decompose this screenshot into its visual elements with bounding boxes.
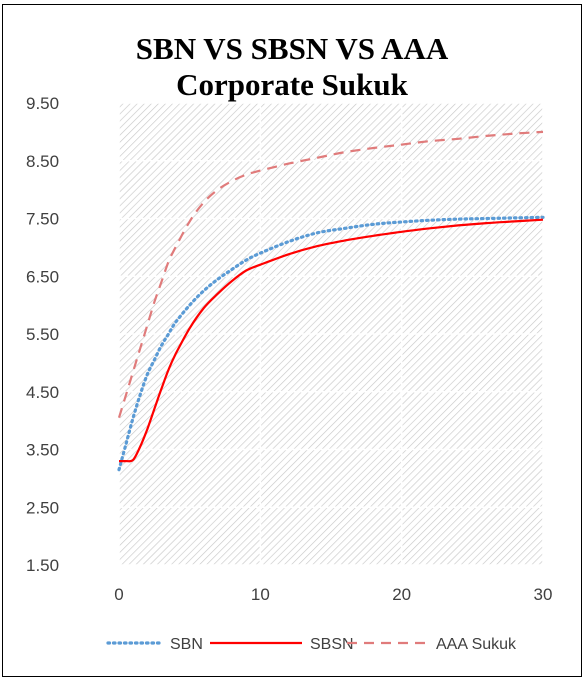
y-tick-label: 8.50 [26,152,59,171]
grid-lines [118,102,544,566]
legend-label: AAA Sukuk [436,636,517,653]
y-tick-label: 2.50 [26,498,59,517]
y-axis-tick-labels: 1.50 2.50 3.50 4.50 5.50 6.50 7.50 8.50 9.50 [26,94,59,575]
y-tick-label: 3.50 [26,441,59,460]
chart-title-line-1: SBN VS SBSN VS AAA [135,31,449,66]
x-tick-label: 20 [392,585,411,604]
y-tick-label: 9.50 [26,94,59,113]
x-tick-label: 30 [534,585,553,604]
x-tick-label: 10 [251,585,270,604]
chart-title-line-2: Corporate Sukuk [176,67,408,102]
series-line-sbn [117,215,545,472]
legend-label: SBSN [310,636,354,653]
series-line-sbsn [118,218,544,463]
y-tick-label: 7.50 [26,210,59,229]
x-tick-label: 0 [114,585,123,604]
y-tick-label: 6.50 [26,267,59,286]
y-tick-label: 1.50 [26,556,59,575]
legend: SBN SBSN AAA Sukuk [106,636,517,653]
legend-label: SBN [170,636,203,653]
y-tick-label: 4.50 [26,383,59,402]
x-axis-tick-labels: 0 10 20 30 [114,585,552,604]
chart-title: SBN VS SBSN VS AAA Corporate Sukuk [3,31,581,103]
y-tick-label: 5.50 [26,325,59,344]
series-lines [117,130,545,472]
